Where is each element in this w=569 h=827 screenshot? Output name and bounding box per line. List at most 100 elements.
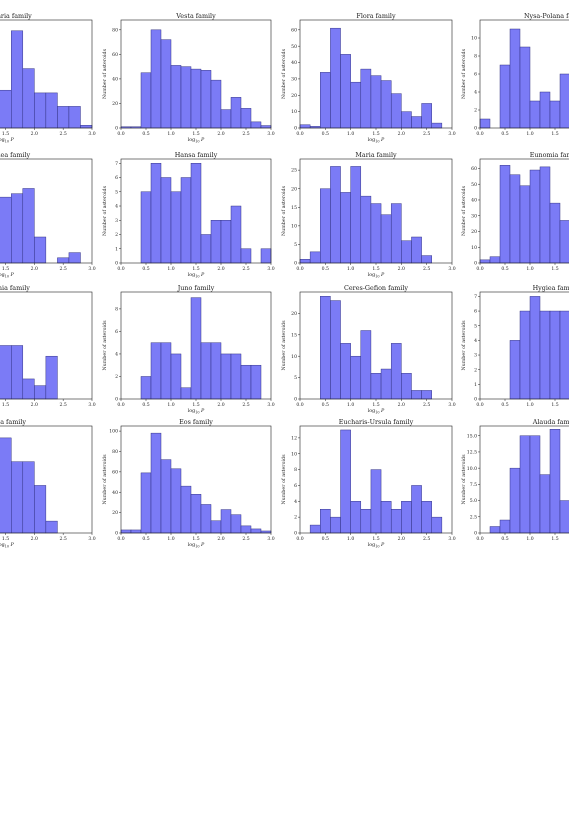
histogram-bar — [489, 256, 501, 264]
histogram-bar — [250, 364, 262, 400]
x-tick-label: 3.0 — [448, 536, 455, 542]
x-tick-label: 3.0 — [267, 402, 274, 408]
histogram-bar — [411, 116, 422, 129]
x-tick-label: 0.0 — [117, 402, 124, 408]
histogram-bar — [330, 27, 341, 129]
panel-title: Ceres-Gefion family — [344, 284, 408, 292]
histogram-bar — [240, 525, 252, 534]
histogram-bar — [370, 203, 382, 264]
x-tick-label: 0.5 — [501, 402, 508, 408]
histogram-bar — [240, 248, 252, 264]
y-tick-label: 10 — [291, 451, 297, 457]
x-tick-label: 2.0 — [31, 536, 38, 542]
y-tick-label: 7 — [474, 294, 477, 300]
histogram-bar — [240, 364, 252, 400]
x-tick-label: 2.0 — [398, 402, 405, 408]
x-tick-label: 0.5 — [142, 266, 149, 272]
y-tick-label: 0 — [474, 397, 477, 403]
histogram-bar — [390, 203, 402, 264]
panel-title: Vesta family — [175, 12, 216, 20]
y-tick-label: 40 — [471, 198, 477, 204]
histogram-bar — [421, 501, 432, 534]
panel-title: Hansa family — [175, 151, 218, 159]
y-tick-label: 0 — [115, 397, 118, 403]
y-tick-label: 80 — [112, 27, 118, 33]
y-tick-label: 15.0 — [467, 433, 477, 439]
x-tick-label: 2.0 — [398, 266, 405, 272]
histogram-bar — [539, 166, 551, 264]
histogram-bar — [150, 432, 162, 534]
y-tick-label: 8 — [294, 467, 297, 473]
x-tick-label: 2.5 — [423, 266, 430, 272]
x-tick-label: 3.0 — [267, 266, 274, 272]
y-tick-label: 80 — [112, 449, 118, 455]
x-tick-label: 1.5 — [192, 131, 199, 137]
histogram-bar — [34, 485, 47, 534]
histogram-bar — [309, 524, 321, 534]
histogram-bar — [190, 297, 202, 400]
x-tick-label: 1.5 — [192, 402, 199, 408]
histogram-bar — [529, 100, 541, 129]
y-tick-label: 4 — [474, 90, 477, 96]
y-tick-label: 60 — [112, 52, 118, 58]
histogram-bar — [180, 177, 192, 264]
x-axis-label: log10 P — [188, 408, 205, 414]
x-tick-label: 0.5 — [322, 266, 329, 272]
x-tick-label: 1.0 — [167, 266, 174, 272]
y-tick-label: 10.0 — [467, 466, 477, 472]
histogram-bar — [411, 390, 422, 400]
y-tick-label: 0 — [115, 126, 118, 132]
x-tick-label: 0.5 — [142, 402, 149, 408]
histogram-bar — [0, 89, 12, 129]
x-tick-label: 1.5 — [2, 402, 9, 408]
histogram-bar — [210, 342, 222, 400]
histogram-panel: 1.5 2.0 2.5 3.0 Tirela family log10 P — [0, 418, 96, 548]
x-tick-label: 1.5 — [192, 266, 199, 272]
histogram-bar — [549, 310, 561, 400]
x-tick-label: 2.0 — [217, 536, 224, 542]
y-tick-label: 0 — [294, 126, 297, 132]
y-tick-label: 7.5 — [470, 482, 477, 488]
histogram-bar — [220, 353, 232, 400]
y-tick-label: 20 — [291, 186, 297, 192]
histogram-bar — [200, 342, 212, 400]
x-tick-label: 0.0 — [476, 536, 483, 542]
y-tick-label: 8 — [474, 54, 477, 60]
x-axis-label: log10 P — [368, 137, 385, 143]
y-tick-label: 4 — [115, 204, 118, 210]
histogram-bar — [45, 520, 58, 534]
histogram-bar — [11, 30, 24, 129]
x-axis-label: log10 P — [188, 137, 205, 143]
x-tick-label: 0.0 — [476, 266, 483, 272]
x-tick-label: 2.5 — [60, 536, 67, 542]
y-tick-label: 0 — [115, 261, 118, 267]
histogram-bar — [160, 39, 172, 129]
histogram-bar — [519, 46, 531, 129]
histogram-bar — [539, 91, 551, 129]
histogram-bar — [210, 520, 222, 534]
histogram-bar — [549, 100, 561, 129]
histogram-bar — [549, 202, 561, 264]
histogram-bar — [509, 174, 521, 264]
histogram-bar — [34, 236, 47, 264]
histogram-bar — [150, 342, 162, 400]
histogram-bar — [519, 310, 531, 400]
y-tick-label: 50 — [291, 44, 297, 50]
histogram-bar — [340, 192, 351, 264]
y-tick-label: 0 — [474, 261, 477, 267]
x-tick-label: 1.0 — [347, 536, 354, 542]
histogram-bar — [22, 378, 35, 400]
histogram-bar — [479, 118, 491, 129]
y-axis-label: Number of asteroids — [461, 320, 467, 371]
histogram-bar — [220, 220, 232, 264]
x-tick-label: 2.5 — [242, 402, 249, 408]
y-tick-label: 7 — [115, 161, 118, 167]
x-tick-label: 2.5 — [60, 266, 67, 272]
x-tick-label: 1.0 — [526, 402, 533, 408]
x-tick-label: 1.5 — [372, 536, 379, 542]
histogram-bar — [411, 485, 422, 534]
histogram-bar — [230, 514, 242, 534]
y-tick-label: 6 — [474, 309, 477, 315]
y-tick-label: 0 — [474, 531, 477, 537]
y-tick-label: 6 — [294, 483, 297, 489]
